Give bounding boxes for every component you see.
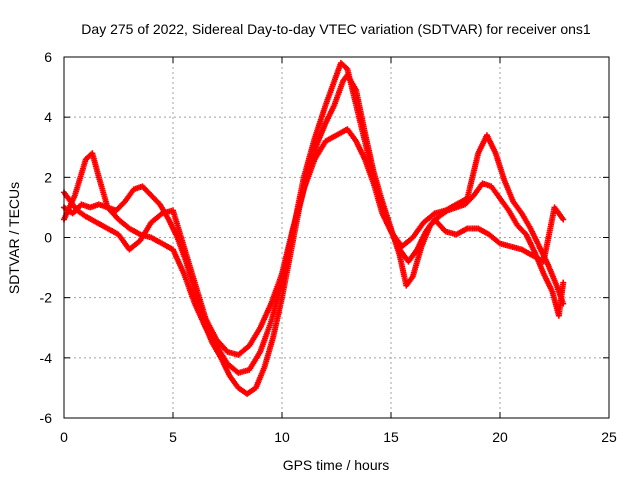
series-group: [61, 60, 567, 376]
x-tick-label: 25: [601, 429, 617, 445]
x-tick-label: 20: [492, 429, 508, 445]
x-tick-label: 10: [274, 429, 290, 445]
x-tick-label: 15: [383, 429, 399, 445]
y-tick-label: -4: [40, 350, 53, 366]
data-point-plus: [560, 279, 567, 286]
y-tick-label: 6: [44, 49, 52, 65]
x-tick-label: 0: [60, 429, 68, 445]
data-point-plus: [560, 300, 567, 307]
data-point-plus: [560, 216, 567, 223]
y-axis-label: SDTVAR / TECUs: [6, 182, 22, 294]
x-tick-label: 5: [169, 429, 177, 445]
data-points: [61, 60, 567, 397]
y-tick-label: -6: [40, 410, 53, 426]
chart-title: Day 275 of 2022, Sidereal Day-to-day VTE…: [81, 21, 591, 37]
y-tick-label: -2: [40, 290, 53, 306]
y-tick-label: 2: [44, 169, 52, 185]
y-tick-label: 0: [44, 230, 52, 246]
y-tick-label: 4: [44, 109, 52, 125]
axis-ticks: 0 5 10 15 20 25 -6 -4 -2 0 2 4 6: [40, 49, 617, 445]
series-group: [61, 126, 567, 358]
x-axis-label: GPS time / hours: [283, 457, 390, 473]
